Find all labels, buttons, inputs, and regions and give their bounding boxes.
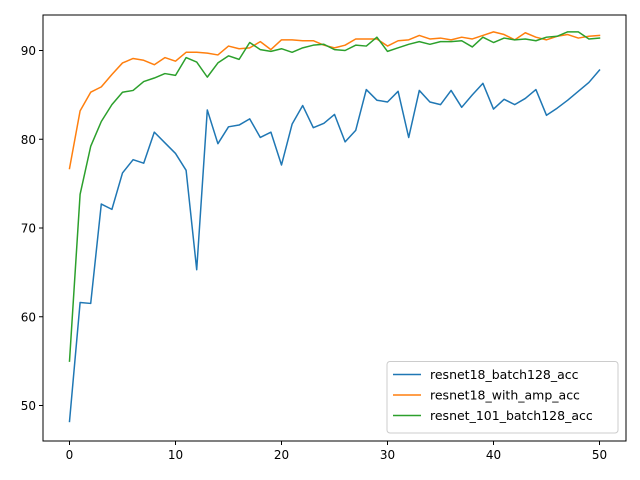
series-line-resnet18_batch128_acc [68, 68, 601, 423]
y-tick-label-50: 50 [21, 399, 36, 413]
legend-label-resnet_101_batch128_acc: resnet_101_batch128_acc [430, 408, 593, 423]
axes-layer: 0 10 20 30 40 50 50 60 70 80 90 [21, 14, 627, 462]
x-tick-label-50: 50 [592, 448, 607, 462]
y-tick-label-70: 70 [21, 222, 36, 236]
x-tick-label-0: 0 [66, 448, 74, 462]
x-tick-label-30: 30 [380, 448, 395, 462]
series-line-resnet18_with_amp_acc [68, 31, 601, 170]
legend: resnet18_batch128_acc resnet18_with_amp_a… [386, 361, 619, 434]
x-tick-label-10: 10 [168, 448, 183, 462]
x-tick-label-40: 40 [486, 448, 501, 462]
y-tick-label-80: 80 [21, 133, 36, 147]
series-layer [68, 31, 601, 423]
legend-label-resnet18_with_amp_acc: resnet18_with_amp_acc [430, 388, 580, 403]
legend-box [386, 361, 619, 434]
x-tick-label-20: 20 [274, 448, 289, 462]
legend-label-resnet18_batch128_acc: resnet18_batch128_acc [430, 367, 579, 382]
y-tick-label-60: 60 [21, 310, 36, 324]
series-line-resnet_101_batch128_acc [68, 31, 601, 362]
y-tick-label-90: 90 [21, 44, 36, 58]
